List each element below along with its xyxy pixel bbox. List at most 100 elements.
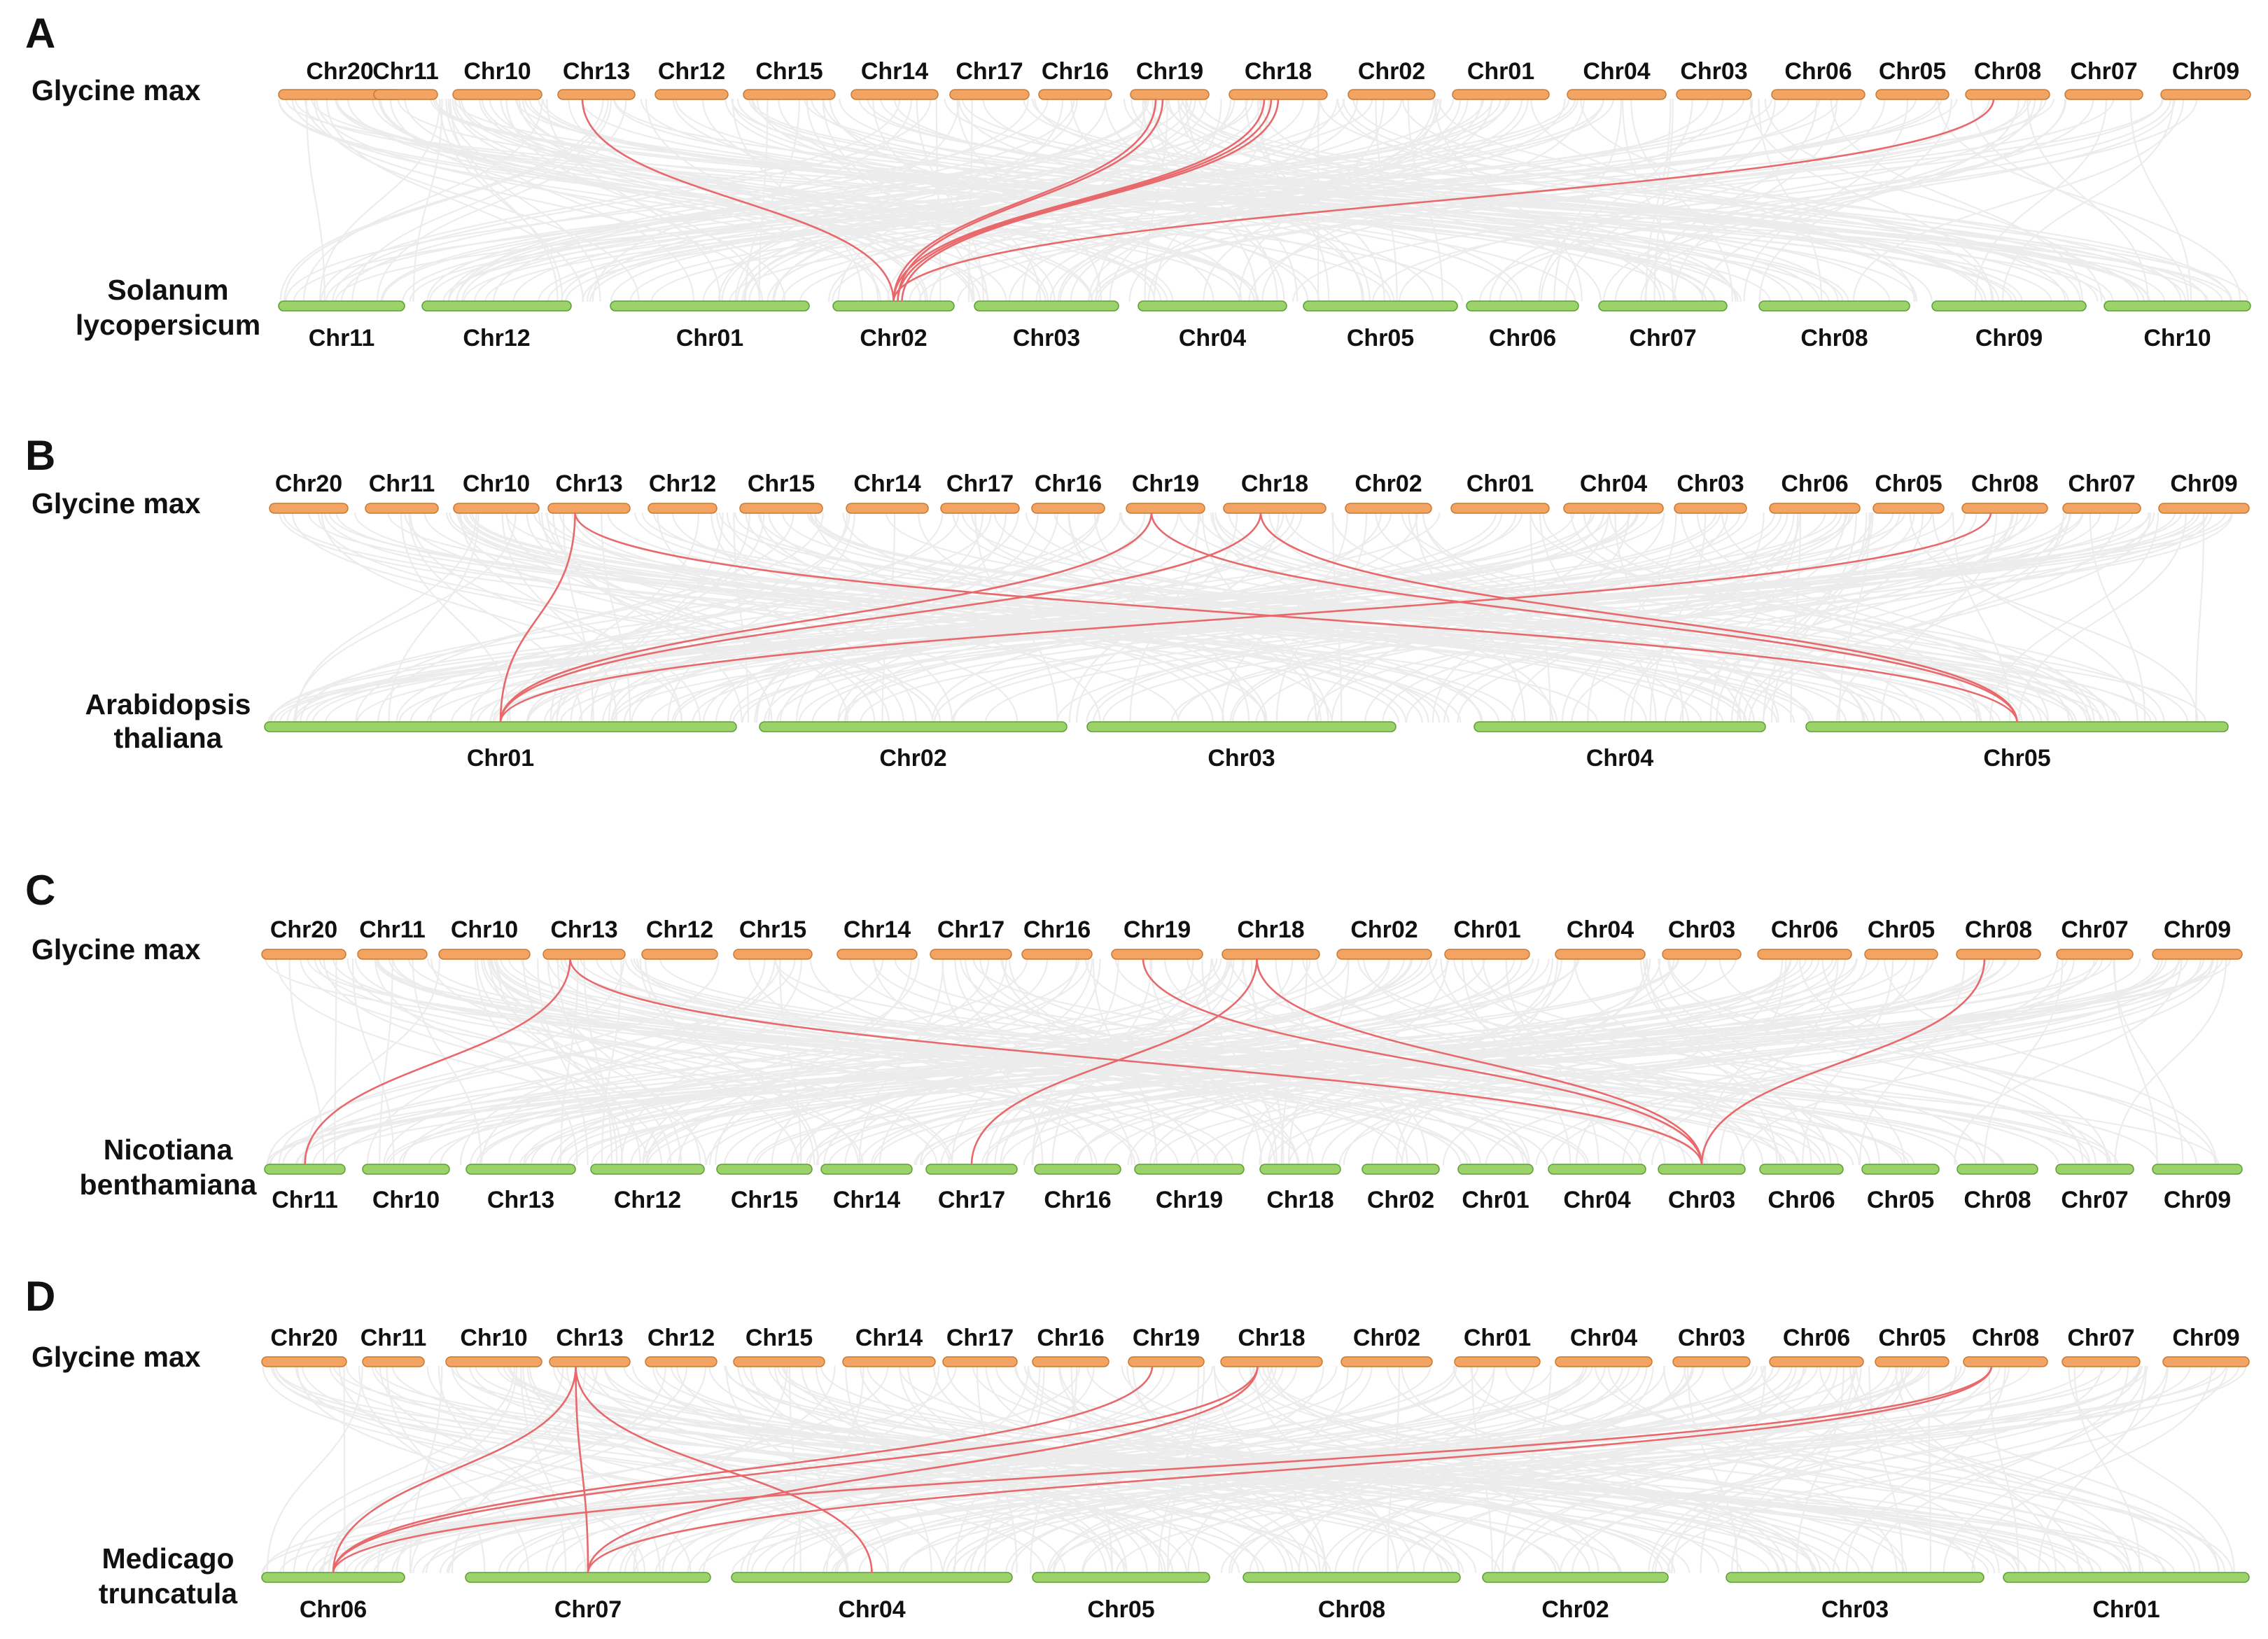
reference-chromosome-bar <box>1769 503 1861 514</box>
background-link <box>526 512 904 723</box>
reference-chromosome-bar <box>1130 89 1210 100</box>
background-link <box>543 512 1497 723</box>
background-link <box>279 98 604 302</box>
highlighted-synteny-links <box>332 1365 1993 1574</box>
background-link <box>902 1365 1793 1574</box>
reference-chromosome-label: Chr13 <box>550 916 617 943</box>
background-link <box>426 1365 848 1574</box>
target-chromosome-label: Chr06 <box>1489 325 1556 351</box>
target-chromosome-label: Chr11 <box>309 325 375 351</box>
reference-chromosome-label: Chr14 <box>861 58 928 85</box>
background-link <box>1428 958 1782 1166</box>
background-link <box>768 1365 1663 1574</box>
bottom-species-label: Medicago <box>102 1542 234 1575</box>
reference-chromosome-bar <box>1963 1356 2048 1367</box>
background-link <box>442 98 1790 302</box>
background-link <box>288 958 325 1166</box>
background-link <box>1648 1365 1907 1574</box>
reference-chromosome-bar <box>1864 949 1938 960</box>
reference-chromosome-label: Chr11 <box>359 916 426 943</box>
target-chromosome-label: Chr16 <box>1044 1187 1111 1213</box>
highlighted-link <box>575 1365 589 1574</box>
reference-chromosome-bar <box>261 949 346 960</box>
background-link <box>2195 512 2205 723</box>
target-chromosome-label: Chr04 <box>1586 745 1653 772</box>
background-link <box>1819 1365 2201 1574</box>
background-link <box>834 1365 1774 1574</box>
background-link <box>312 512 1837 723</box>
background-link <box>383 958 884 1166</box>
background-link <box>1855 1365 2132 1574</box>
background-link <box>1302 958 1871 1166</box>
background-link <box>1185 98 1987 302</box>
highlighted-link <box>304 958 571 1166</box>
background-link <box>878 958 1093 1166</box>
reference-chromosome-bar <box>1674 503 1747 514</box>
background-link <box>270 1365 1265 1574</box>
reference-chromosome-label: Chr02 <box>1350 916 1418 943</box>
target-chromosome-label: Chr09 <box>2164 1187 2231 1213</box>
reference-chromosome-label: Chr15 <box>739 916 806 943</box>
reference-chromosome-bar <box>645 1356 718 1367</box>
background-link <box>454 1365 1742 1574</box>
reference-chromosome-label: Chr02 <box>1354 470 1422 497</box>
background-link <box>2113 958 2158 1166</box>
background-link <box>773 98 1196 302</box>
target-chromosome-label: Chr02 <box>860 325 927 351</box>
background-link <box>482 958 953 1166</box>
reference-chromosome-bar <box>547 503 631 514</box>
reference-chromosome-bar <box>373 89 438 100</box>
background-link <box>1673 98 1838 302</box>
background-link <box>1742 512 2071 723</box>
background-link <box>748 958 1093 1166</box>
background-link <box>1703 958 1787 1166</box>
highlighted-link <box>499 512 1153 723</box>
reference-chromosome-bar <box>1563 503 1664 514</box>
target-chromosome-bar <box>1956 1164 2038 1175</box>
background-link <box>620 958 803 1166</box>
reference-chromosome-label: Chr09 <box>2170 470 2237 497</box>
reference-chromosome-label: Chr17 <box>946 1325 1014 1351</box>
background-link <box>776 512 1749 723</box>
background-link <box>1852 98 2185 302</box>
target-chromosome-label: Chr08 <box>1963 1187 2031 1213</box>
target-chromosome-label: Chr02 <box>1367 1187 1434 1213</box>
background-link <box>300 512 960 723</box>
background-link <box>583 958 612 1166</box>
background-link <box>822 98 1434 302</box>
background-link <box>1701 98 2019 302</box>
reference-chromosome-label: Chr16 <box>1023 916 1091 943</box>
highlighted-link <box>332 1365 1993 1574</box>
background-link <box>550 958 1233 1166</box>
reference-chromosome-bar <box>1340 1356 1433 1367</box>
target-chromosome-label: Chr08 <box>1318 1596 1385 1623</box>
background-link <box>1000 958 1294 1166</box>
background-link <box>1795 1365 1844 1574</box>
background-link <box>1241 958 1408 1166</box>
target-chromosome-label: Chr03 <box>1821 1596 1889 1623</box>
background-link <box>296 1365 639 1574</box>
reference-chromosome-bar <box>743 89 836 100</box>
background-link <box>463 98 1938 302</box>
background-link <box>729 512 1517 723</box>
reference-chromosome-bar <box>846 503 929 514</box>
background-link <box>489 98 1259 302</box>
reference-chromosome-label: Chr13 <box>556 1325 623 1351</box>
bottom-species-label: Solanum <box>107 274 228 306</box>
background-link <box>1163 958 1530 1166</box>
background-link <box>968 98 973 302</box>
background-link <box>266 1365 363 1574</box>
reference-chromosome-label: Chr10 <box>460 1325 527 1351</box>
reference-chromosome-label: Chr07 <box>2068 470 2135 497</box>
background-link <box>777 1365 2027 1574</box>
background-link <box>1407 98 1443 302</box>
background-link <box>2113 958 2184 1166</box>
reference-chromosome-bar <box>2062 503 2141 514</box>
background-link <box>458 98 1162 302</box>
top-species-label: Glycine max <box>31 933 201 965</box>
reference-chromosome-label: Chr05 <box>1879 58 1946 85</box>
reference-chromosome-label: Chr16 <box>1042 58 1109 85</box>
reference-chromosome-bar <box>1452 89 1550 100</box>
background-link <box>335 98 1260 302</box>
reference-chromosome-bar <box>453 503 540 514</box>
